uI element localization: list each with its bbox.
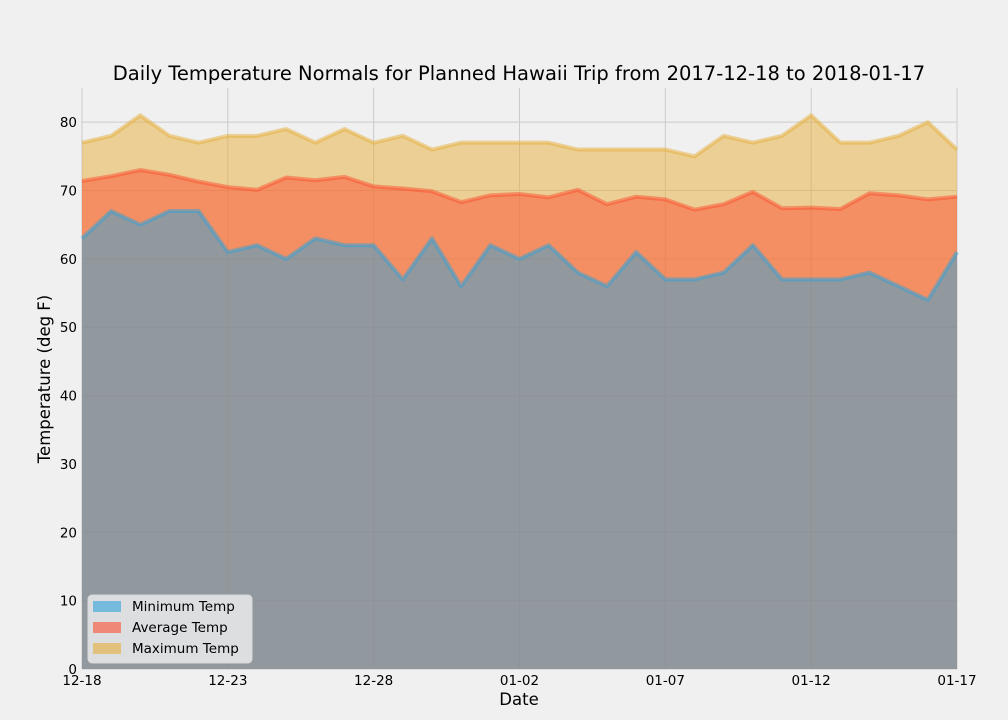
y-tick-label: 80 bbox=[60, 115, 77, 131]
legend-label: Minimum Temp bbox=[132, 599, 235, 615]
y-tick-label: 20 bbox=[60, 525, 77, 541]
x-axis-title: Date bbox=[499, 690, 538, 709]
x-tick-label: 12-18 bbox=[62, 673, 101, 689]
chart-title: Daily Temperature Normals for Planned Ha… bbox=[113, 62, 925, 85]
area-minimum-temp bbox=[82, 211, 957, 670]
legend-swatch bbox=[93, 622, 121, 633]
x-tick-label: 01-12 bbox=[792, 673, 831, 689]
y-axis-title: Temperature (deg F) bbox=[35, 295, 54, 464]
x-tick-label: 01-17 bbox=[937, 673, 976, 689]
x-axis-ticks: 12-18 12-23 12-28 01-02 01-07 01-12 01-17 bbox=[62, 673, 976, 689]
legend: Minimum Temp Average Temp Maximum Temp bbox=[87, 594, 253, 664]
series-areas bbox=[82, 115, 957, 670]
y-tick-label: 60 bbox=[60, 252, 77, 268]
legend-label: Average Temp bbox=[132, 620, 228, 636]
legend-swatch bbox=[93, 601, 121, 612]
y-tick-label: 0 bbox=[68, 662, 77, 678]
x-tick-label: 12-23 bbox=[208, 673, 247, 689]
x-tick-label: 12-28 bbox=[354, 673, 393, 689]
y-axis-ticks: 0 10 20 30 40 50 60 70 80 bbox=[60, 115, 77, 678]
y-tick-label: 40 bbox=[60, 389, 77, 405]
legend-swatch bbox=[93, 643, 121, 654]
y-tick-label: 30 bbox=[60, 457, 77, 473]
series-lines bbox=[80, 113, 959, 302]
line-average-temp bbox=[81, 168, 958, 212]
x-tick-label: 01-07 bbox=[646, 673, 685, 689]
legend-label: Maximum Temp bbox=[132, 641, 239, 657]
y-tick-label: 50 bbox=[60, 320, 77, 336]
line-minimum-temp bbox=[80, 209, 959, 302]
y-tick-label: 10 bbox=[60, 594, 77, 610]
x-tick-label: 01-02 bbox=[500, 673, 539, 689]
y-tick-label: 70 bbox=[60, 184, 77, 200]
line-maximum-temp bbox=[81, 113, 959, 159]
legend-box bbox=[87, 594, 253, 664]
